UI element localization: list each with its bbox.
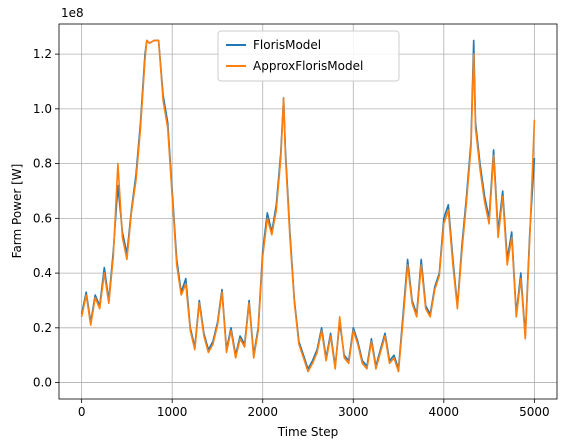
x-tick-label: 5000 [519, 405, 550, 419]
x-tick-label: 1000 [157, 405, 188, 419]
series-lines [80, 39, 536, 373]
y-tick-label: 0.4 [33, 266, 52, 280]
legend-box [217, 30, 400, 82]
x-tick-label: 0 [78, 405, 86, 419]
y-tick-label: 0.0 [33, 376, 52, 390]
x-tick-label: 4000 [429, 405, 460, 419]
y-axis-ticks: 0.0 0.2 0.4 0.6 0.8 1.0 1.2 [33, 47, 59, 390]
y-offset-text: 1e8 [61, 6, 84, 20]
y-tick-label: 0.2 [33, 321, 52, 335]
legend-label-floris: FlorisModel [253, 38, 321, 52]
series-line-approx [80, 39, 536, 373]
x-axis-label: Time Step [277, 425, 339, 439]
x-axis-ticks: 0 1000 2000 3000 4000 5000 [78, 399, 550, 419]
x-tick-label: 3000 [338, 405, 369, 419]
grid [59, 24, 557, 399]
legend: FlorisModel ApproxFlorisModel [217, 30, 400, 82]
x-tick-label: 2000 [247, 405, 278, 419]
plot-frame [58, 23, 558, 400]
y-tick-label: 1.2 [33, 47, 52, 61]
y-tick-label: 0.6 [33, 211, 52, 225]
y-tick-label: 0.8 [33, 157, 52, 171]
legend-label-approx: ApproxFlorisModel [253, 59, 363, 73]
y-tick-label: 1.0 [33, 102, 52, 116]
y-axis-label: Farm Power [W] [10, 164, 24, 259]
